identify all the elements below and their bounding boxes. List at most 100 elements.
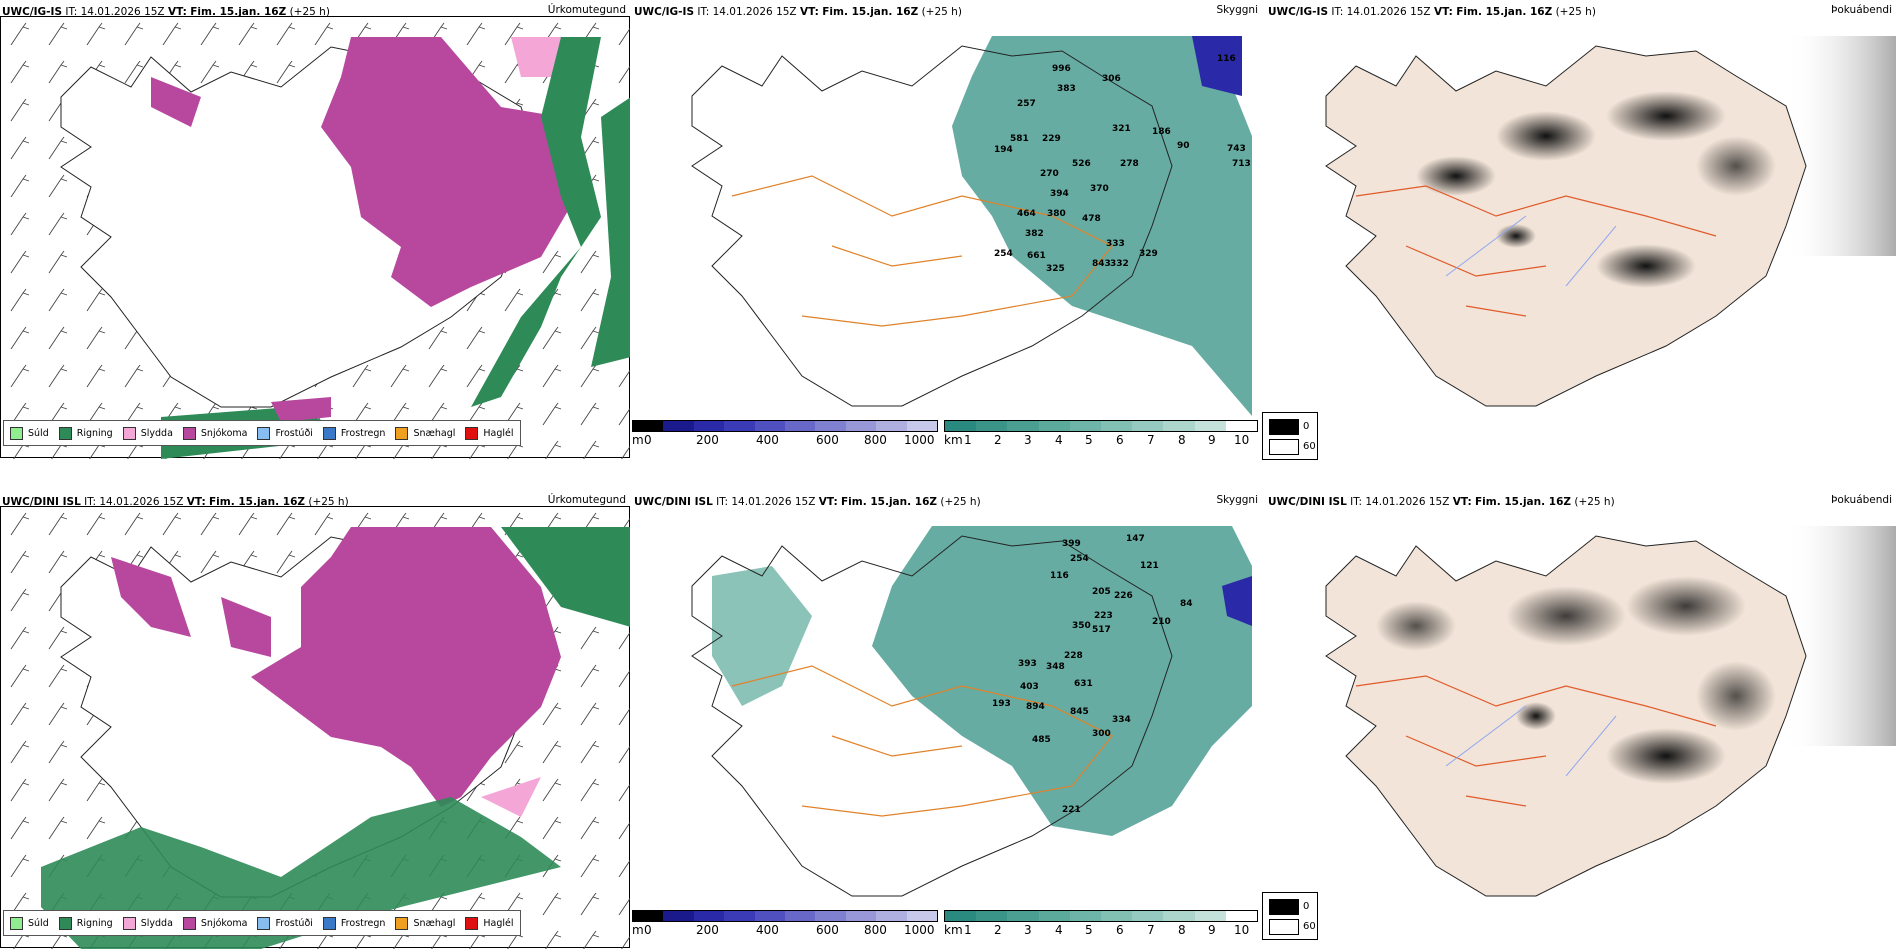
rain-area bbox=[501, 527, 630, 627]
visibility-color bbox=[1132, 911, 1164, 921]
legend-swatch bbox=[257, 916, 271, 930]
visibility-tick: 3 bbox=[1024, 433, 1032, 447]
it-label: IT: bbox=[697, 6, 710, 18]
sleet-area bbox=[481, 777, 541, 817]
ceiling-value: 350 bbox=[1072, 621, 1091, 631]
visibility-color bbox=[1069, 421, 1102, 431]
visibility-color bbox=[1132, 421, 1164, 431]
roads bbox=[731, 665, 1113, 817]
legend-label: Snæhagl bbox=[413, 917, 456, 929]
fog-swirl bbox=[1786, 36, 1896, 256]
visibility-color bbox=[1194, 911, 1226, 921]
fog-area bbox=[1596, 244, 1696, 288]
panel-bottom-fog: UWC/DINI ISL IT: 14.01.2026 15Z VT: Fim.… bbox=[1266, 490, 1896, 950]
legend-item: Slydda bbox=[122, 426, 173, 440]
fog-area bbox=[1696, 661, 1776, 731]
visibility-tick: 8 bbox=[1178, 923, 1186, 937]
product-name: Úrkomutegund bbox=[547, 4, 626, 16]
model-name: UWC/IG-IS bbox=[2, 6, 63, 18]
ceiling-value: 300 bbox=[1092, 729, 1111, 739]
ceiling-value: 278 bbox=[1120, 159, 1139, 169]
ceiling-colorbar: m 0 200 400 600 800 1000 bbox=[632, 420, 940, 454]
visibility-color bbox=[945, 911, 977, 921]
visibility-tick: 5 bbox=[1085, 923, 1093, 937]
visibility-tick: 6 bbox=[1116, 923, 1124, 937]
ceiling-value: 631 bbox=[1074, 679, 1093, 689]
ceiling-value: 229 bbox=[1042, 134, 1061, 144]
ceiling-colorbar-bar bbox=[632, 910, 938, 922]
rivers bbox=[1445, 705, 1617, 777]
visibility-tick: 8 bbox=[1178, 433, 1186, 447]
rivers bbox=[1445, 215, 1617, 287]
low-vis-area bbox=[872, 526, 1252, 836]
ceiling-value: 121 bbox=[1140, 561, 1159, 571]
visibility-color bbox=[1007, 911, 1039, 921]
fog-swirl bbox=[1786, 526, 1896, 746]
legend-label: Frostregn bbox=[340, 427, 386, 439]
visibility-tick: 1 bbox=[964, 923, 972, 937]
legend-item: Snæhagl bbox=[395, 916, 456, 930]
product-name: Úrkomutegund bbox=[547, 494, 626, 506]
visibility-tick: 2 bbox=[994, 923, 1002, 937]
visibility-color bbox=[1225, 911, 1258, 921]
valid-time: Fim. 15.jan. 16Z bbox=[841, 496, 937, 508]
precip-legend: Súld Rigning Slydda Snjókoma Frostúði Fr… bbox=[3, 420, 521, 446]
ceiling-value: 334 bbox=[1112, 715, 1131, 725]
init-time: 14.01.2026 15Z bbox=[80, 6, 165, 18]
legend-label: Slydda bbox=[140, 427, 173, 439]
panel-header: UWC/IG-IS IT: 14.01.2026 15Z VT: Fim. 15… bbox=[0, 2, 630, 20]
ceiling-value: 221 bbox=[1062, 805, 1081, 815]
visibility-tick: 7 bbox=[1147, 923, 1155, 937]
legend-swatch bbox=[58, 916, 72, 930]
legend-label: Frostúði bbox=[275, 917, 313, 929]
legend-item: Haglél bbox=[465, 426, 514, 440]
visibility-map-svg: 399 147 254 121 205 226 223 517 350 228 … bbox=[691, 526, 1252, 897]
snow-area-west bbox=[111, 557, 191, 637]
legend-label: Snæhagl bbox=[413, 427, 456, 439]
fog-area bbox=[1626, 576, 1746, 636]
ceiling-tick: 0 bbox=[644, 433, 652, 447]
model-name: UWC/DINI ISL bbox=[1268, 496, 1347, 508]
fog-area bbox=[1516, 702, 1556, 730]
ceiling-value: 257 bbox=[1017, 99, 1036, 109]
legend-swatch bbox=[395, 426, 409, 440]
valid-time: Fim. 15.jan. 16Z bbox=[822, 6, 919, 18]
legend-item: Súld bbox=[10, 916, 49, 930]
ceiling-value: 399 bbox=[1062, 539, 1081, 549]
legend-label: Rigning bbox=[76, 427, 113, 439]
panel-header: UWC/IG-IS IT: 14.01.2026 15Z VT: Fim. 15… bbox=[632, 2, 1262, 20]
ceiling-colorbar-bar bbox=[632, 420, 938, 432]
visibility-color bbox=[1007, 421, 1039, 431]
fog-legend-top: 0 60 bbox=[1262, 412, 1318, 460]
visibility-color bbox=[1194, 421, 1226, 431]
model-name: UWC/IG-IS bbox=[1268, 6, 1329, 18]
snow-area-west bbox=[151, 77, 201, 127]
lead-time: (+25 h) bbox=[940, 496, 981, 508]
product-name: Skyggni bbox=[1216, 494, 1259, 506]
visibility-unit: km bbox=[944, 433, 963, 447]
visibility-tick: 9 bbox=[1208, 923, 1216, 937]
fog-label-high: 0 bbox=[1303, 901, 1310, 912]
ceiling-value: 713 bbox=[1232, 159, 1251, 169]
precip-map bbox=[0, 506, 630, 949]
ceiling-value: 661 bbox=[1027, 251, 1046, 261]
ceiling-tick: 1000 bbox=[904, 433, 935, 447]
ceiling-value: 517 bbox=[1092, 625, 1111, 635]
panel-top-fog: UWC/IG-IS IT: 14.01.2026 15Z VT: Fim. 15… bbox=[1266, 0, 1896, 460]
ceiling-value: 147 bbox=[1126, 534, 1145, 544]
legend-item: Frostúði bbox=[257, 426, 313, 440]
legend-item: Frostregn bbox=[322, 426, 386, 440]
fog-map bbox=[1266, 16, 1896, 416]
ceiling-tick: 1000 bbox=[904, 923, 935, 937]
ceiling-value: 333 bbox=[1106, 239, 1125, 249]
ceiling-value: 394 bbox=[1050, 189, 1069, 199]
ceiling-tick: 200 bbox=[696, 923, 719, 937]
legend-item: Haglél bbox=[465, 916, 514, 930]
visibility-tick: 1 bbox=[964, 433, 972, 447]
product-name: Þokuábendi bbox=[1831, 4, 1892, 16]
product-name: Þokuábendi bbox=[1831, 494, 1892, 506]
panel-bottom-precip: UWC/DINI ISL IT: 14.01.2026 15Z VT: Fim.… bbox=[0, 490, 630, 950]
panel-header: UWC/DINI ISL IT: 14.01.2026 15Z VT: Fim.… bbox=[632, 492, 1262, 510]
visibility-tick: 2 bbox=[994, 433, 1002, 447]
low-vis-area-west bbox=[712, 566, 812, 706]
